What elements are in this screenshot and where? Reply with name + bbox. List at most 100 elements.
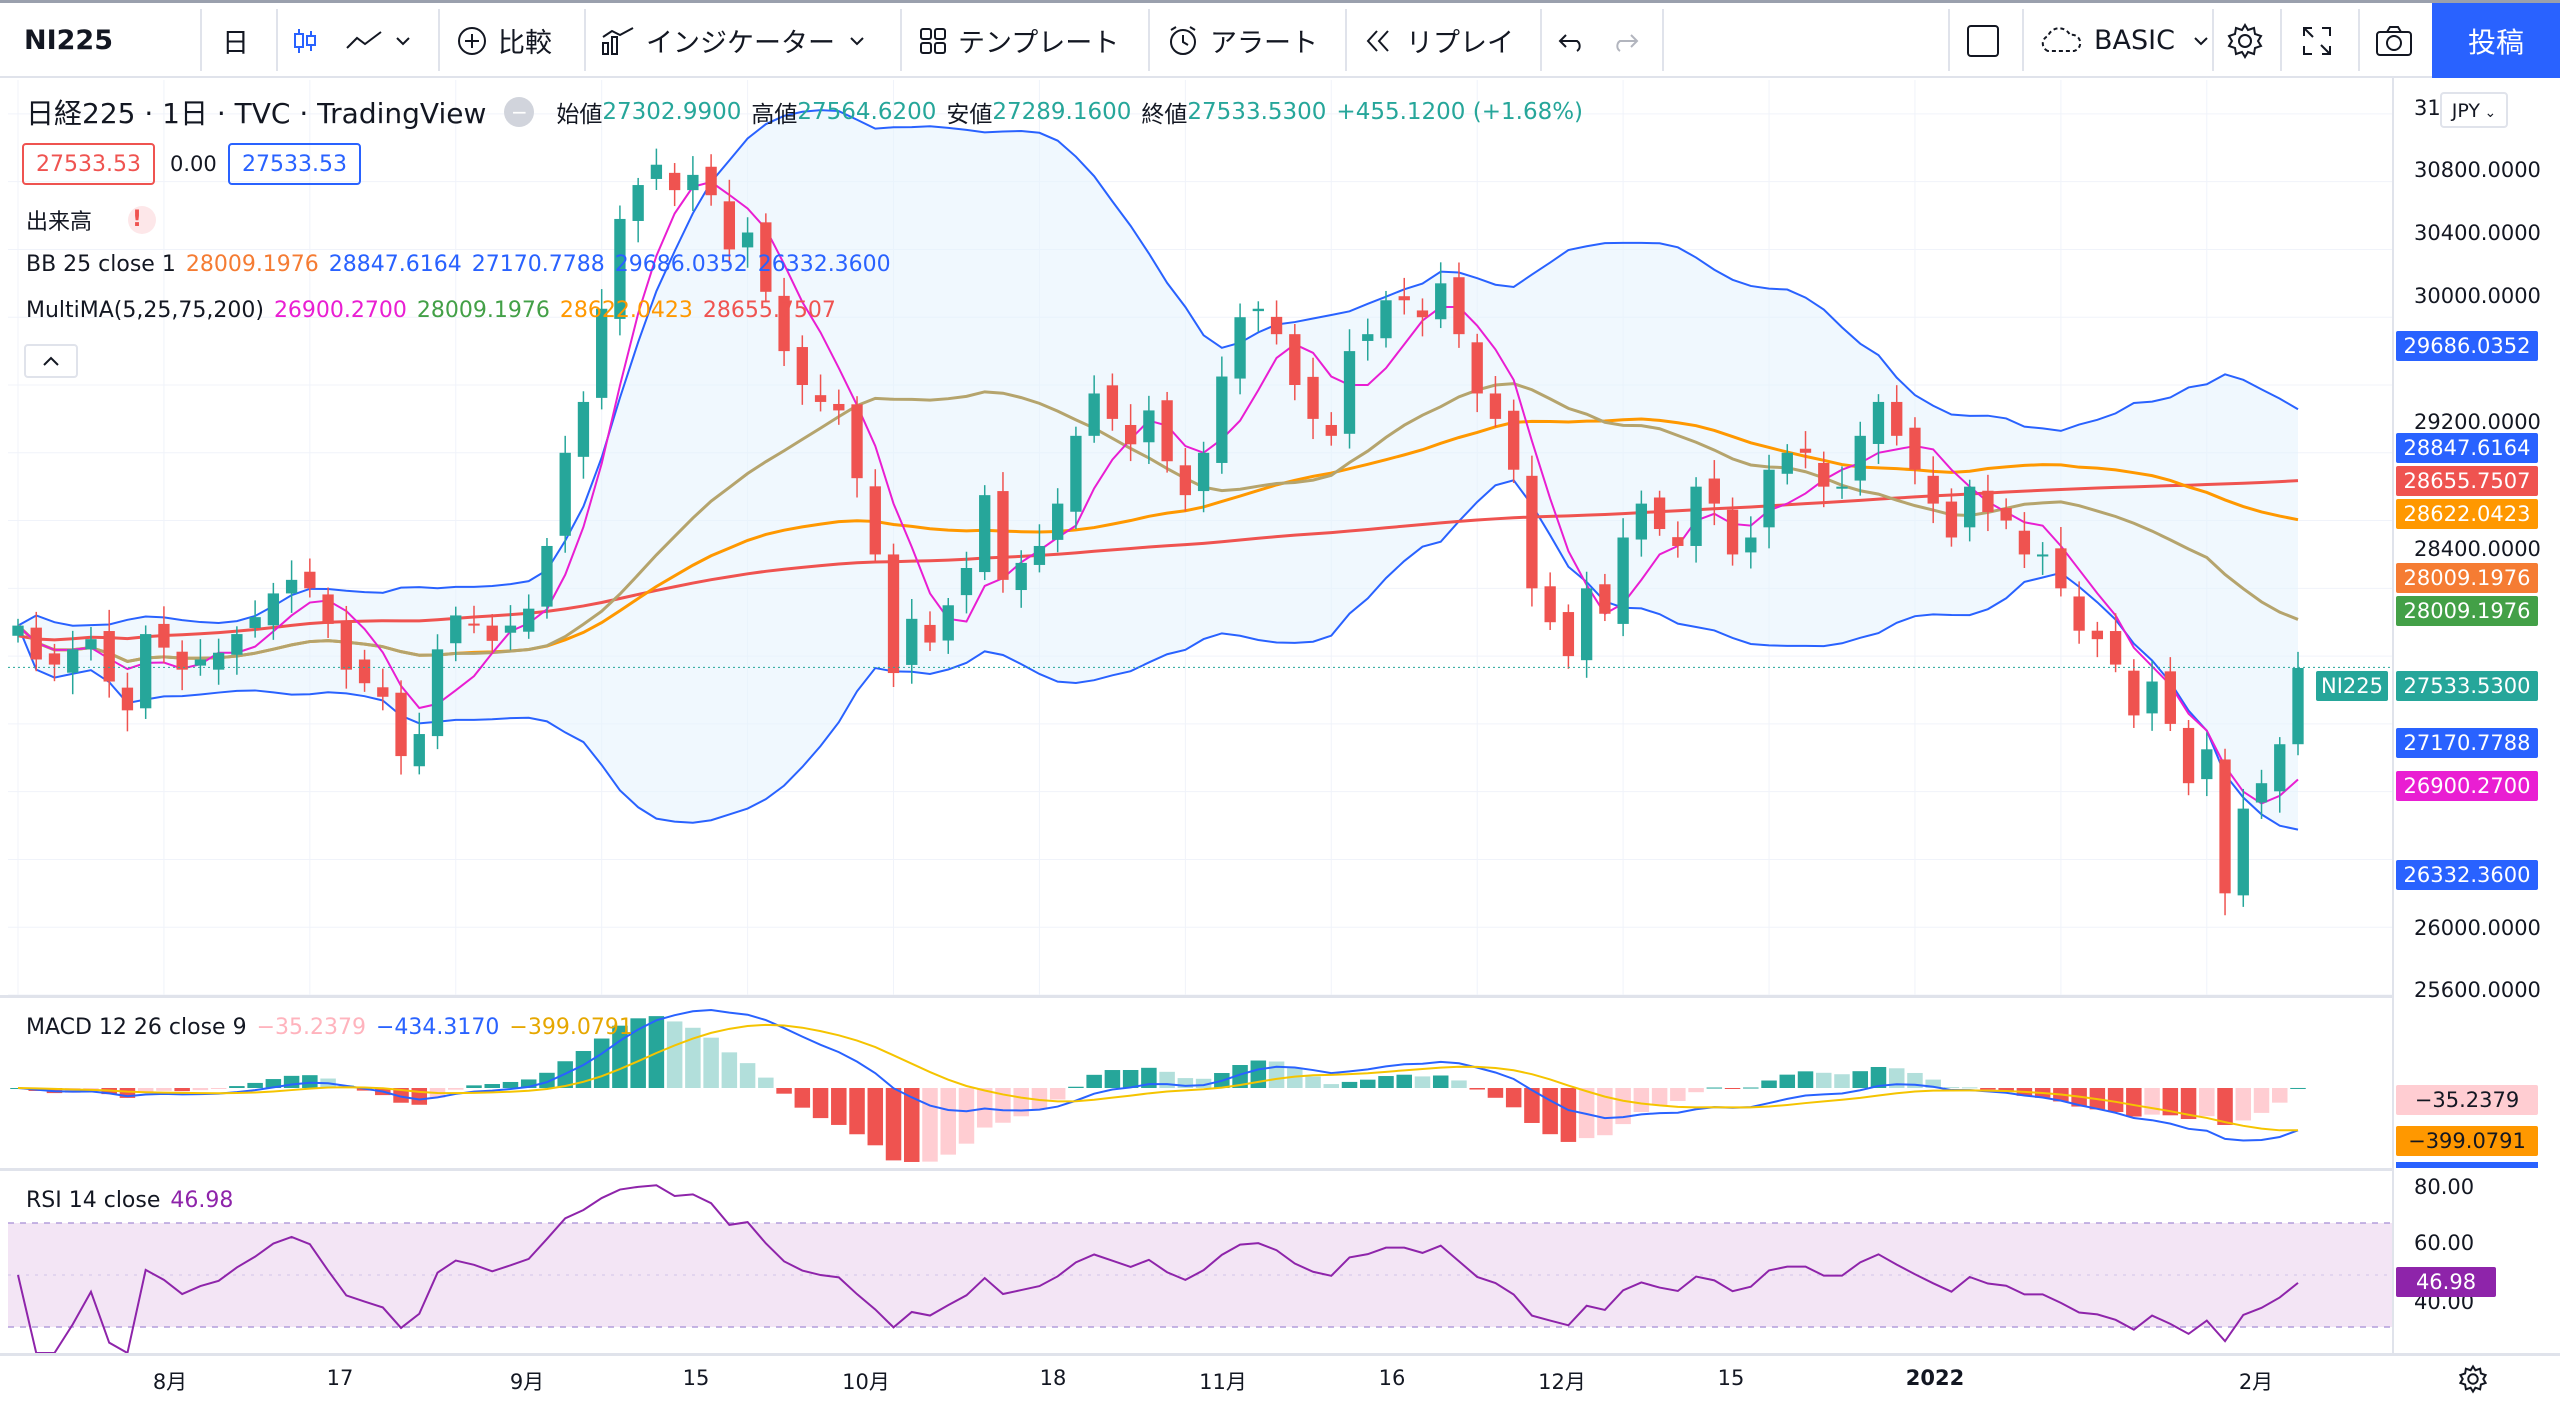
bollinger-upper-line: [17, 109, 2299, 627]
macd-signal-line: [17, 1023, 2299, 1132]
macd-histogram-bar: [593, 1038, 610, 1088]
undo-button[interactable]: [1555, 3, 1595, 78]
ma-legend[interactable]: MultiMA(5,25,75,200) 26900.2700 28009.19…: [26, 298, 846, 323]
macd-pane[interactable]: [8, 998, 2392, 1168]
candle-body: [2055, 548, 2067, 589]
chevron-down-icon: [849, 35, 865, 47]
time-axis[interactable]: [0, 1356, 2392, 1406]
chart-settings-button[interactable]: [2458, 1364, 2488, 1398]
macd-histogram-bar: [484, 1084, 500, 1088]
volume-legend[interactable]: 出来高 !: [26, 204, 166, 236]
macd-histogram-bar: [1250, 1060, 1267, 1088]
rsi-pane[interactable]: [8, 1171, 2392, 1353]
symbol-search-button[interactable]: NI225: [24, 3, 194, 78]
candle-body: [1435, 283, 1447, 320]
candle-body: [2292, 667, 2304, 745]
buy-price-box[interactable]: 27533.53: [228, 143, 361, 185]
candle-body: [377, 687, 389, 697]
candle-body: [304, 571, 316, 589]
indicators-icon: [600, 25, 636, 57]
pane-divider[interactable]: [0, 1168, 2560, 1171]
macd-legend[interactable]: MACD 12 26 close 9 −35.2379 −434.3170 −3…: [26, 1015, 643, 1040]
candle-body: [2109, 631, 2122, 665]
candle-body: [67, 649, 79, 673]
macd-histogram-bar: [1633, 1088, 1650, 1113]
time-tick: 16: [1378, 1366, 1406, 1390]
ma25-value: 28009.1976: [416, 298, 550, 323]
alert-button[interactable]: アラート: [1166, 3, 1341, 78]
top-toolbar: NI225 日 比較 インジケーター: [0, 0, 2560, 78]
sell-price-box[interactable]: 27533.53: [22, 143, 155, 185]
rsi-legend[interactable]: RSI 14 close 46.98: [26, 1188, 243, 1213]
candle-body: [212, 652, 225, 670]
toolbar-divider: [276, 9, 278, 71]
macd-histogram-bar: [1068, 1086, 1084, 1088]
macd-histogram-bar: [1542, 1088, 1558, 1135]
replay-button[interactable]: リプレイ: [1362, 3, 1542, 78]
collapse-indicators-button[interactable]: [24, 344, 78, 378]
candle-body: [1745, 537, 1757, 553]
macd-histogram-bar: [119, 1088, 136, 1098]
layout-menu-button[interactable]: BASIC: [2036, 3, 2208, 78]
candle-body: [760, 222, 772, 292]
spread-value: 0.00: [170, 152, 217, 176]
templates-button[interactable]: テンプレート: [918, 3, 1148, 78]
open-label: 始値: [556, 102, 603, 128]
candle-body: [1599, 584, 1611, 614]
candle-body: [1909, 427, 1921, 470]
candle-body: [1945, 501, 1958, 538]
toolbar-divider: [2022, 9, 2024, 71]
time-tick: 8月: [152, 1370, 188, 1394]
high-value: 27564.6200: [797, 99, 937, 125]
currency-button[interactable]: JPY ⌄: [2440, 92, 2508, 128]
pane-divider[interactable]: [0, 995, 2560, 998]
layout-name-label: BASIC: [2094, 25, 2175, 56]
post-button[interactable]: 投稿: [2432, 3, 2560, 78]
macd-histogram-bar: [776, 1088, 792, 1094]
candle-body: [869, 486, 881, 555]
macd-histogram-bar: [867, 1088, 884, 1146]
price-pane[interactable]: [8, 80, 2392, 995]
candle-body: [1672, 537, 1684, 546]
chart-type-button[interactable]: [345, 3, 425, 78]
ask-value: 27533.53: [242, 152, 347, 177]
macd-histogram-bar: [630, 1018, 646, 1088]
candle-body: [741, 232, 754, 248]
time-tick: 15: [1717, 1366, 1745, 1390]
rewind-icon: [1362, 27, 1396, 55]
snapshot-button[interactable]: [2374, 3, 2418, 78]
macd-histogram-bar: [1122, 1069, 1139, 1088]
time-tick: 18: [1039, 1366, 1067, 1390]
candle-body: [1289, 334, 1301, 385]
fullscreen-layout-button[interactable]: [1965, 3, 2005, 78]
settings-button[interactable]: [2226, 3, 2266, 78]
collapse-legend-button[interactable]: −: [504, 97, 535, 127]
time-axis-divider: [0, 1353, 2560, 1356]
redo-button[interactable]: [1610, 3, 1650, 78]
bb-legend[interactable]: BB 25 close 1 28009.1976 28847.6164 2717…: [26, 252, 901, 277]
macd-histogram-bar: [1870, 1066, 1887, 1088]
macd-histogram-bar: [1779, 1074, 1796, 1088]
candle-style-button[interactable]: [290, 3, 330, 78]
candle-body: [1179, 465, 1192, 496]
indicators-button[interactable]: インジケーター: [600, 3, 900, 78]
candle-body: [358, 659, 371, 684]
candle-body: [960, 568, 973, 596]
candle-body: [1106, 385, 1119, 419]
candle-body: [1398, 296, 1410, 301]
macd-signal-value: −399.0791: [509, 1015, 633, 1040]
macd-hist-label: −35.2379: [2396, 1085, 2538, 1115]
fullscreen-button[interactable]: [2300, 3, 2340, 78]
symbol-title[interactable]: 日経225 · 1日 · TVC · TradingView: [26, 97, 487, 130]
interval-button[interactable]: 日: [222, 3, 272, 78]
warning-icon[interactable]: !: [128, 206, 157, 234]
compare-button[interactable]: 比較: [456, 3, 586, 78]
candle-body: [1124, 424, 1137, 445]
macd-histogram-bar: [1049, 1088, 1066, 1100]
candle-body: [851, 404, 863, 479]
price-tick: 30800.0000: [2414, 158, 2541, 182]
macd-histogram-bar: [2107, 1088, 2124, 1113]
time-tick: 10月: [842, 1370, 890, 1394]
candle-body: [1690, 486, 1702, 546]
macd-histogram-bar: [1432, 1075, 1449, 1088]
